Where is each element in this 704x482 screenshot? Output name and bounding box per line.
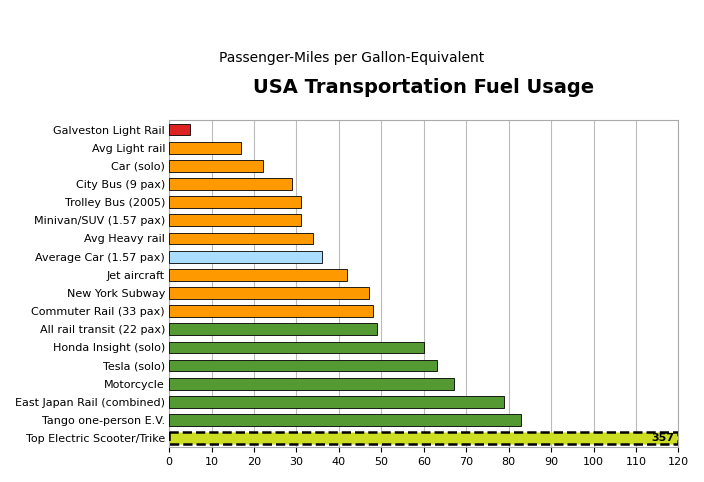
Bar bbox=[169, 414, 522, 426]
Bar bbox=[169, 269, 347, 281]
Bar bbox=[169, 287, 369, 299]
Bar bbox=[169, 432, 679, 444]
Bar bbox=[169, 123, 190, 135]
Bar bbox=[169, 178, 292, 190]
Title: USA Transportation Fuel Usage: USA Transportation Fuel Usage bbox=[253, 78, 594, 97]
Bar bbox=[169, 251, 322, 263]
Bar bbox=[169, 214, 301, 226]
Bar bbox=[169, 305, 373, 317]
Bar bbox=[169, 378, 453, 389]
Bar bbox=[169, 323, 377, 335]
Bar bbox=[169, 396, 505, 408]
Bar bbox=[169, 142, 241, 154]
Bar bbox=[169, 160, 263, 172]
Bar bbox=[169, 360, 436, 372]
Text: Passenger-Miles per Gallon-Equivalent: Passenger-Miles per Gallon-Equivalent bbox=[220, 51, 484, 65]
Bar bbox=[169, 342, 424, 353]
Bar bbox=[169, 196, 301, 208]
Text: 357: 357 bbox=[651, 433, 674, 443]
Bar bbox=[169, 232, 313, 244]
